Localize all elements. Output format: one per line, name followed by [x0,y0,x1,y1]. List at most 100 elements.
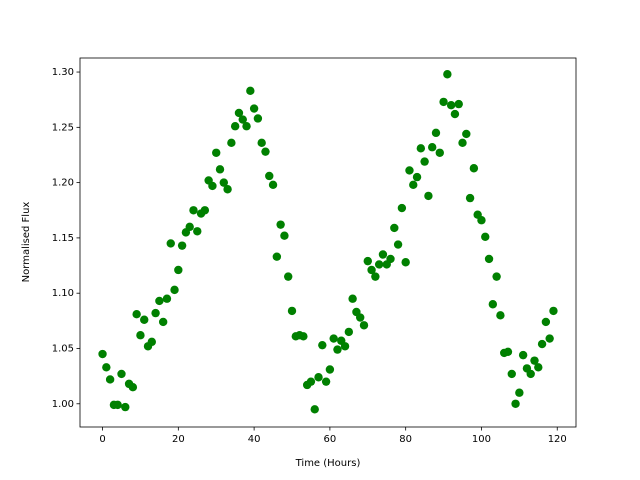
point [492,272,501,281]
point [284,272,293,281]
point [409,180,418,190]
point [541,317,551,327]
point [272,252,282,261]
point [310,405,319,414]
point [276,220,285,229]
point [515,388,524,397]
point [496,311,505,320]
point [450,109,460,119]
point [268,180,278,190]
point [242,122,251,131]
point [401,258,410,267]
point [446,101,456,110]
point [348,294,357,303]
point [299,332,308,341]
point [428,143,437,152]
point [359,321,369,330]
point [253,114,263,123]
y-tick-label: 1.25 [52,122,74,133]
point [549,306,558,316]
point [155,296,164,306]
point [458,138,467,148]
point [223,185,232,194]
x-tick-label: 120 [548,434,567,445]
point [105,375,115,384]
point [280,231,289,240]
point [238,115,247,124]
point [420,157,429,166]
point [113,400,122,410]
point [545,334,554,343]
point [166,239,175,248]
point [333,345,342,354]
point [340,342,350,351]
point [147,337,157,347]
point [200,206,210,215]
point [246,86,255,96]
point [526,369,535,379]
point [484,254,494,264]
point [170,285,179,295]
y-tick-label: 1.30 [52,67,74,78]
point [234,108,244,118]
x-tick-label: 20 [172,434,185,445]
x-tick-label: 60 [324,434,337,445]
point [306,377,316,386]
point [189,206,198,215]
y-tick-label: 1.15 [52,233,74,244]
point [132,310,141,319]
point [481,232,490,242]
point [325,365,335,374]
point [128,382,138,392]
point [507,369,516,379]
point [534,363,543,372]
point [405,166,414,175]
point [537,339,547,349]
point [371,272,380,281]
point [469,164,479,173]
point [503,347,513,357]
point [321,377,331,386]
point [397,203,407,213]
point [314,373,323,382]
y-tick-label: 1.20 [52,178,74,189]
point [390,223,399,233]
point [121,402,130,412]
point [102,363,111,372]
x-tick-label: 40 [248,434,261,445]
point [117,369,126,379]
point [140,315,149,324]
y-tick-label: 1.00 [52,399,74,410]
point [462,129,471,139]
point [435,148,444,157]
point [518,350,528,360]
x-tick-label: 80 [399,434,412,445]
point [344,327,354,337]
point [443,70,452,79]
point [208,181,217,191]
point [158,317,168,327]
point [386,254,395,264]
point [378,250,388,259]
x-tick-label: 0 [99,434,105,445]
y-tick-label: 1.05 [52,343,74,354]
point [431,128,441,138]
point [257,138,266,148]
point [477,216,486,225]
point [174,265,183,275]
point [185,222,194,232]
point [136,331,145,340]
y-tick-label: 1.10 [52,288,74,299]
point [261,147,270,156]
point [227,138,236,148]
point [98,349,107,359]
point [287,306,297,316]
point [265,171,274,181]
point [424,191,433,201]
point [412,172,422,182]
point [488,300,498,309]
point [374,260,384,269]
point [151,308,160,318]
